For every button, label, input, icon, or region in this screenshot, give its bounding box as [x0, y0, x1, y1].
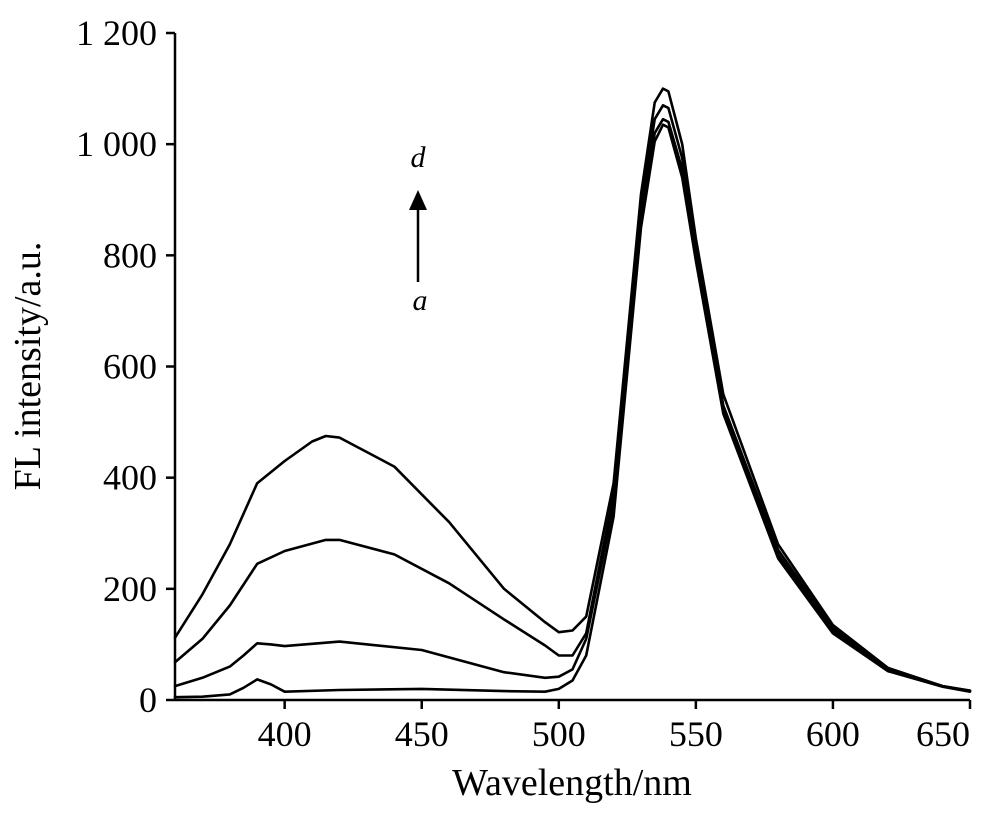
y-tick-label: 800 — [103, 235, 157, 275]
series-line-1 — [173, 123, 972, 699]
x-tick-label: 400 — [258, 714, 312, 754]
axes — [173, 33, 970, 702]
y-tick-label: 600 — [103, 347, 157, 387]
series-line-4 — [173, 87, 972, 692]
y-ticks: 0 200 400 600 800 1 000 1 200 — [76, 13, 175, 720]
y-tick-label: 1 000 — [76, 124, 157, 164]
x-tick-label: 500 — [532, 714, 586, 754]
x-tick-label: 600 — [806, 714, 860, 754]
annotation-bottom-label: a — [413, 284, 428, 317]
y-tick-label: 400 — [103, 458, 157, 498]
y-tick-label: 200 — [103, 569, 157, 609]
annotation: d a — [409, 141, 428, 317]
y-axis-title: FL intensity/a.u. — [7, 242, 49, 491]
x-tick-label: 450 — [395, 714, 449, 754]
x-axis-title: Wavelength/nm — [452, 762, 692, 804]
y-tick-label: 0 — [139, 680, 157, 720]
x-tick-label: 550 — [669, 714, 723, 754]
x-ticks: 400 450 500 550 600 650 — [258, 700, 972, 754]
annotation-top-label: d — [411, 141, 427, 174]
series-line-3 — [173, 104, 972, 692]
x-tick-label: 650 — [916, 714, 970, 754]
series-layer — [173, 87, 972, 699]
y-tick-label: 1 200 — [76, 13, 157, 53]
annotation-arrow-head — [409, 190, 427, 210]
series-line-2 — [173, 117, 972, 693]
